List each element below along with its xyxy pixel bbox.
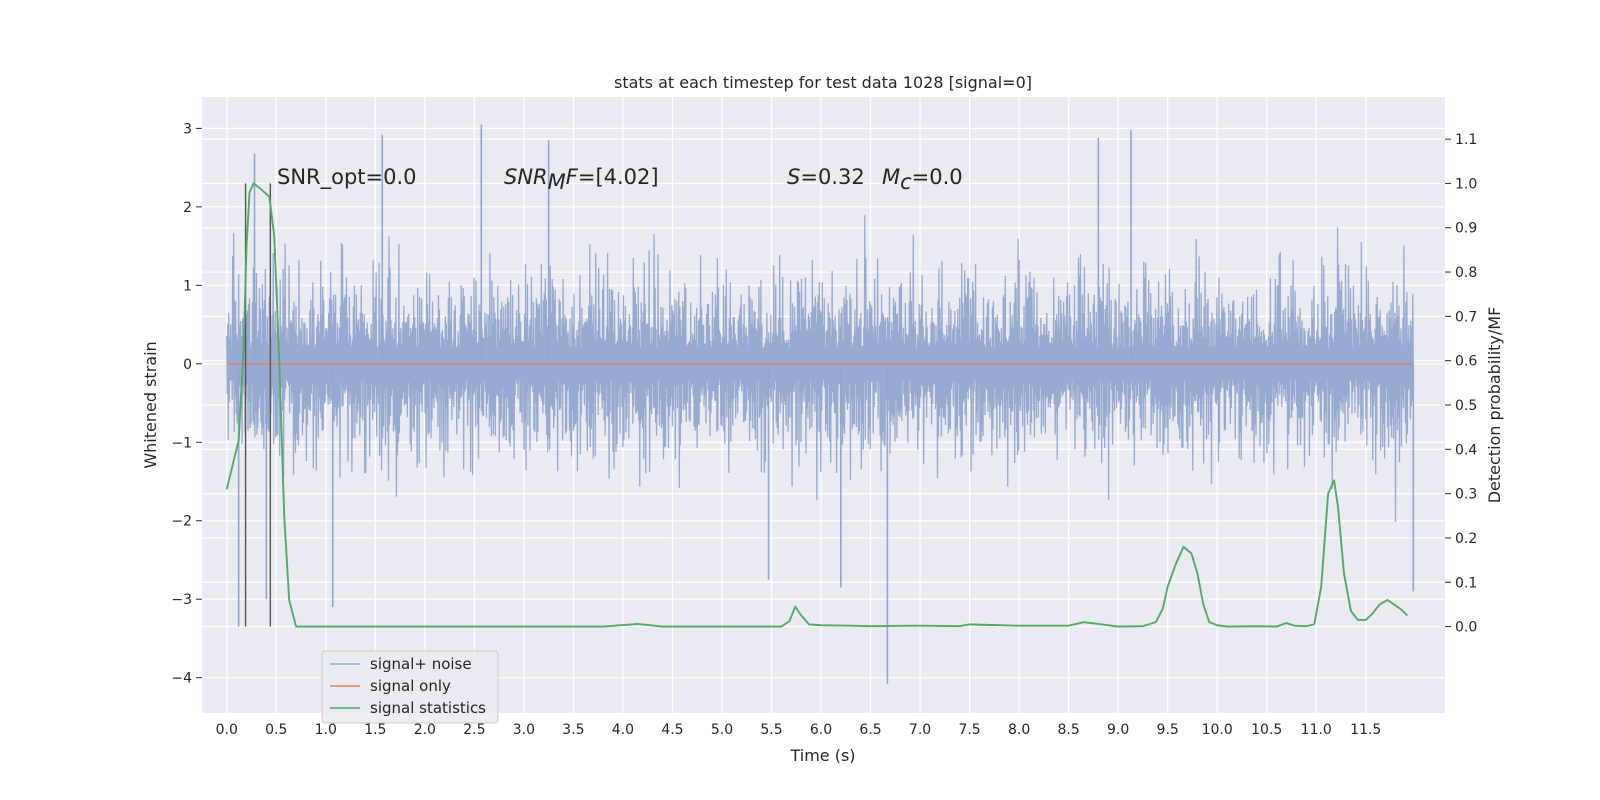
y-tick-label: −4 (171, 671, 192, 687)
y2-axis-ticks: 1.1 1.0 0.9 0.8 0.7 0.6 0.5 0.4 0.3 0.2 0.1 0.0 (1445, 132, 1477, 636)
y-tick-label: 0 (183, 357, 192, 373)
x-tick-label: 2.0 (414, 722, 436, 738)
x-tick-label: 8.0 (1008, 722, 1030, 738)
annotation-snr-mf-var: SNR (504, 165, 548, 189)
x-tick-label: 4.0 (612, 722, 634, 738)
annotation-s-var: S (787, 165, 800, 189)
x-tick-label: 9.0 (1107, 722, 1129, 738)
x-tick-label: 0.5 (265, 722, 287, 738)
y2-tick-label: 1.0 (1455, 176, 1477, 192)
x-axis-ticks: 0.0 0.5 1.0 1.5 2.0 2.5 3.0 3.5 4.0 4.5 5.0 5.5 6.0 6… (216, 722, 1382, 738)
x-tick-label: 7.5 (958, 722, 980, 738)
x-tick-label: 0.0 (216, 722, 238, 738)
series-signal-statistics-line (225, 182, 1409, 628)
annotation-s: S=0.32 (787, 165, 865, 189)
x-tick-label: 1.0 (315, 722, 337, 738)
y2-tick-label: 0.8 (1455, 265, 1477, 281)
annotation-snr-opt: SNR_opt=0.0 (277, 165, 417, 190)
y-tick-label: 2 (183, 200, 192, 216)
legend-label-signal-only: signal only (370, 677, 451, 695)
y2-tick-label: 0.5 (1455, 398, 1477, 414)
x-tick-label: 10.5 (1251, 722, 1282, 738)
x-tick-label: 9.5 (1157, 722, 1179, 738)
x-tick-label: 7.0 (909, 722, 931, 738)
y-tick-label: 1 (183, 278, 192, 294)
annotation-snr-mf-sub: M (548, 170, 566, 194)
annotation-mc-value: =0.0 (912, 165, 963, 189)
y2-tick-label: 0.2 (1455, 531, 1477, 547)
annotation-mc: Mc=0.0 (882, 165, 963, 194)
y2-tick-label: 0.9 (1455, 221, 1477, 237)
x-tick-label: 11.0 (1301, 722, 1332, 738)
annotation-mc-var: M (882, 165, 900, 189)
x-tick-label: 6.5 (859, 722, 881, 738)
y2-tick-label: 0.6 (1455, 354, 1477, 370)
x-tick-label: 5.0 (711, 722, 733, 738)
annotation-snr-mf-tail: F (566, 165, 579, 189)
x-tick-label: 8.5 (1058, 722, 1080, 738)
x-tick-label: 3.0 (513, 722, 535, 738)
y2-tick-label: 0.0 (1455, 620, 1477, 636)
legend-box (321, 650, 499, 724)
legend: signal+ noise signal only signal statist… (321, 650, 499, 724)
x-tick-label: 3.5 (562, 722, 584, 738)
x-axis-label: Time (s) (789, 746, 855, 765)
x-tick-label: 4.5 (661, 722, 683, 738)
x-tick-label: 10.0 (1202, 722, 1233, 738)
x-tick-label: 1.5 (364, 722, 386, 738)
y-tick-label: 3 (183, 121, 192, 137)
y2-tick-label: 1.1 (1455, 132, 1477, 148)
legend-label-signal-noise: signal+ noise (370, 655, 472, 673)
y2-tick-label: 0.1 (1455, 575, 1477, 591)
x-tick-label: 2.5 (463, 722, 485, 738)
annotation-snr-mf: SNRMF=[4.02] (504, 165, 659, 194)
y-axis-ticks: 3 2 1 0 −1 −2 −3 −4 (171, 121, 202, 687)
annotations: SNR_opt=0.0 SNRMF=[4.02] S=0.32 Mc=0.0 (277, 165, 963, 194)
legend-label-signal-statistics: signal statistics (370, 699, 486, 717)
x-tick-label: 6.0 (810, 722, 832, 738)
y-tick-label: −1 (171, 435, 192, 451)
annotation-mc-sub: c (900, 170, 912, 194)
y-axis-label: Whitened strain (141, 341, 160, 468)
annotation-snr-mf-value: =[4.02] (578, 165, 659, 189)
chart-title: stats at each timestep for test data 102… (614, 73, 1032, 92)
y2-tick-label: 0.4 (1455, 442, 1477, 458)
y-tick-label: −2 (171, 514, 192, 530)
series-signal-noise-line (226, 215, 1414, 522)
y2-axis-label: Detection probability/MF (1485, 307, 1504, 504)
series-signal-statistics (225, 182, 1409, 628)
x-tick-label: 11.5 (1350, 722, 1381, 738)
annotation-s-value: =0.32 (800, 165, 864, 189)
y2-tick-label: 0.7 (1455, 309, 1477, 325)
y-tick-label: −3 (171, 592, 192, 608)
x-tick-label: 5.5 (760, 722, 782, 738)
series-signal-noise (226, 124, 1415, 684)
y2-tick-label: 0.3 (1455, 487, 1477, 503)
